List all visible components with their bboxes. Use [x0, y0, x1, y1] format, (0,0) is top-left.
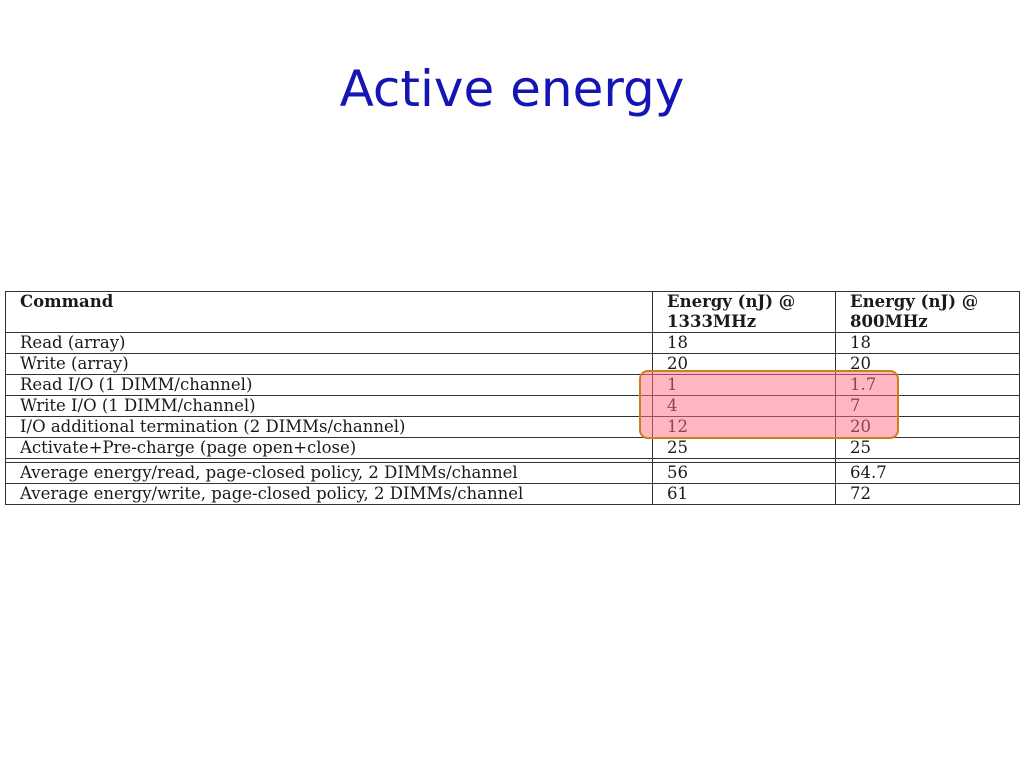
cell-energy-1333: 61 — [652, 483, 836, 505]
cell-energy-1333: 25 — [652, 437, 836, 459]
slide-title: Active energy — [339, 60, 685, 118]
cell-energy-800: 20 — [835, 416, 1020, 438]
cell-energy-800: 7 — [835, 395, 1020, 417]
summary-row: Average energy/read, page-closed policy,… — [5, 462, 1020, 484]
table-row: Read (array) 18 18 — [5, 332, 1020, 354]
table-row: Read I/O (1 DIMM/channel) 1 1.7 — [5, 374, 1020, 396]
cell-energy-800: 1.7 — [835, 374, 1020, 396]
energy-table: Command Energy (nJ) @ 1333MHz Energy (nJ… — [5, 291, 1020, 505]
header-energy-1333: Energy (nJ) @ 1333MHz — [652, 291, 836, 333]
cell-energy-800: 25 — [835, 437, 1020, 459]
table-row: Activate+Pre-charge (page open+close) 25… — [5, 437, 1020, 459]
header-energy-800: Energy (nJ) @ 800MHz — [835, 291, 1020, 333]
cell-command: I/O additional termination (2 DIMMs/chan… — [5, 416, 653, 438]
cell-command: Read I/O (1 DIMM/channel) — [5, 374, 653, 396]
table-row: Write I/O (1 DIMM/channel) 4 7 — [5, 395, 1020, 417]
cell-energy-800: 72 — [835, 483, 1020, 505]
cell-command: Write (array) — [5, 353, 653, 375]
header-command: Command — [5, 291, 653, 333]
cell-energy-1333: 20 — [652, 353, 836, 375]
cell-command: Activate+Pre-charge (page open+close) — [5, 437, 653, 459]
cell-energy-1333: 4 — [652, 395, 836, 417]
cell-energy-800: 64.7 — [835, 462, 1020, 484]
cell-command: Average energy/write, page-closed policy… — [5, 483, 653, 505]
cell-energy-1333: 56 — [652, 462, 836, 484]
table-header-row: Command Energy (nJ) @ 1333MHz Energy (nJ… — [5, 291, 1020, 333]
cell-energy-1333: 1 — [652, 374, 836, 396]
table-row: Write (array) 20 20 — [5, 353, 1020, 375]
cell-energy-1333: 12 — [652, 416, 836, 438]
cell-command: Average energy/read, page-closed policy,… — [5, 462, 653, 484]
cell-energy-1333: 18 — [652, 332, 836, 354]
table-row: I/O additional termination (2 DIMMs/chan… — [5, 416, 1020, 438]
cell-command: Write I/O (1 DIMM/channel) — [5, 395, 653, 417]
cell-energy-800: 20 — [835, 353, 1020, 375]
cell-energy-800: 18 — [835, 332, 1020, 354]
cell-command: Read (array) — [5, 332, 653, 354]
summary-row: Average energy/write, page-closed policy… — [5, 483, 1020, 505]
